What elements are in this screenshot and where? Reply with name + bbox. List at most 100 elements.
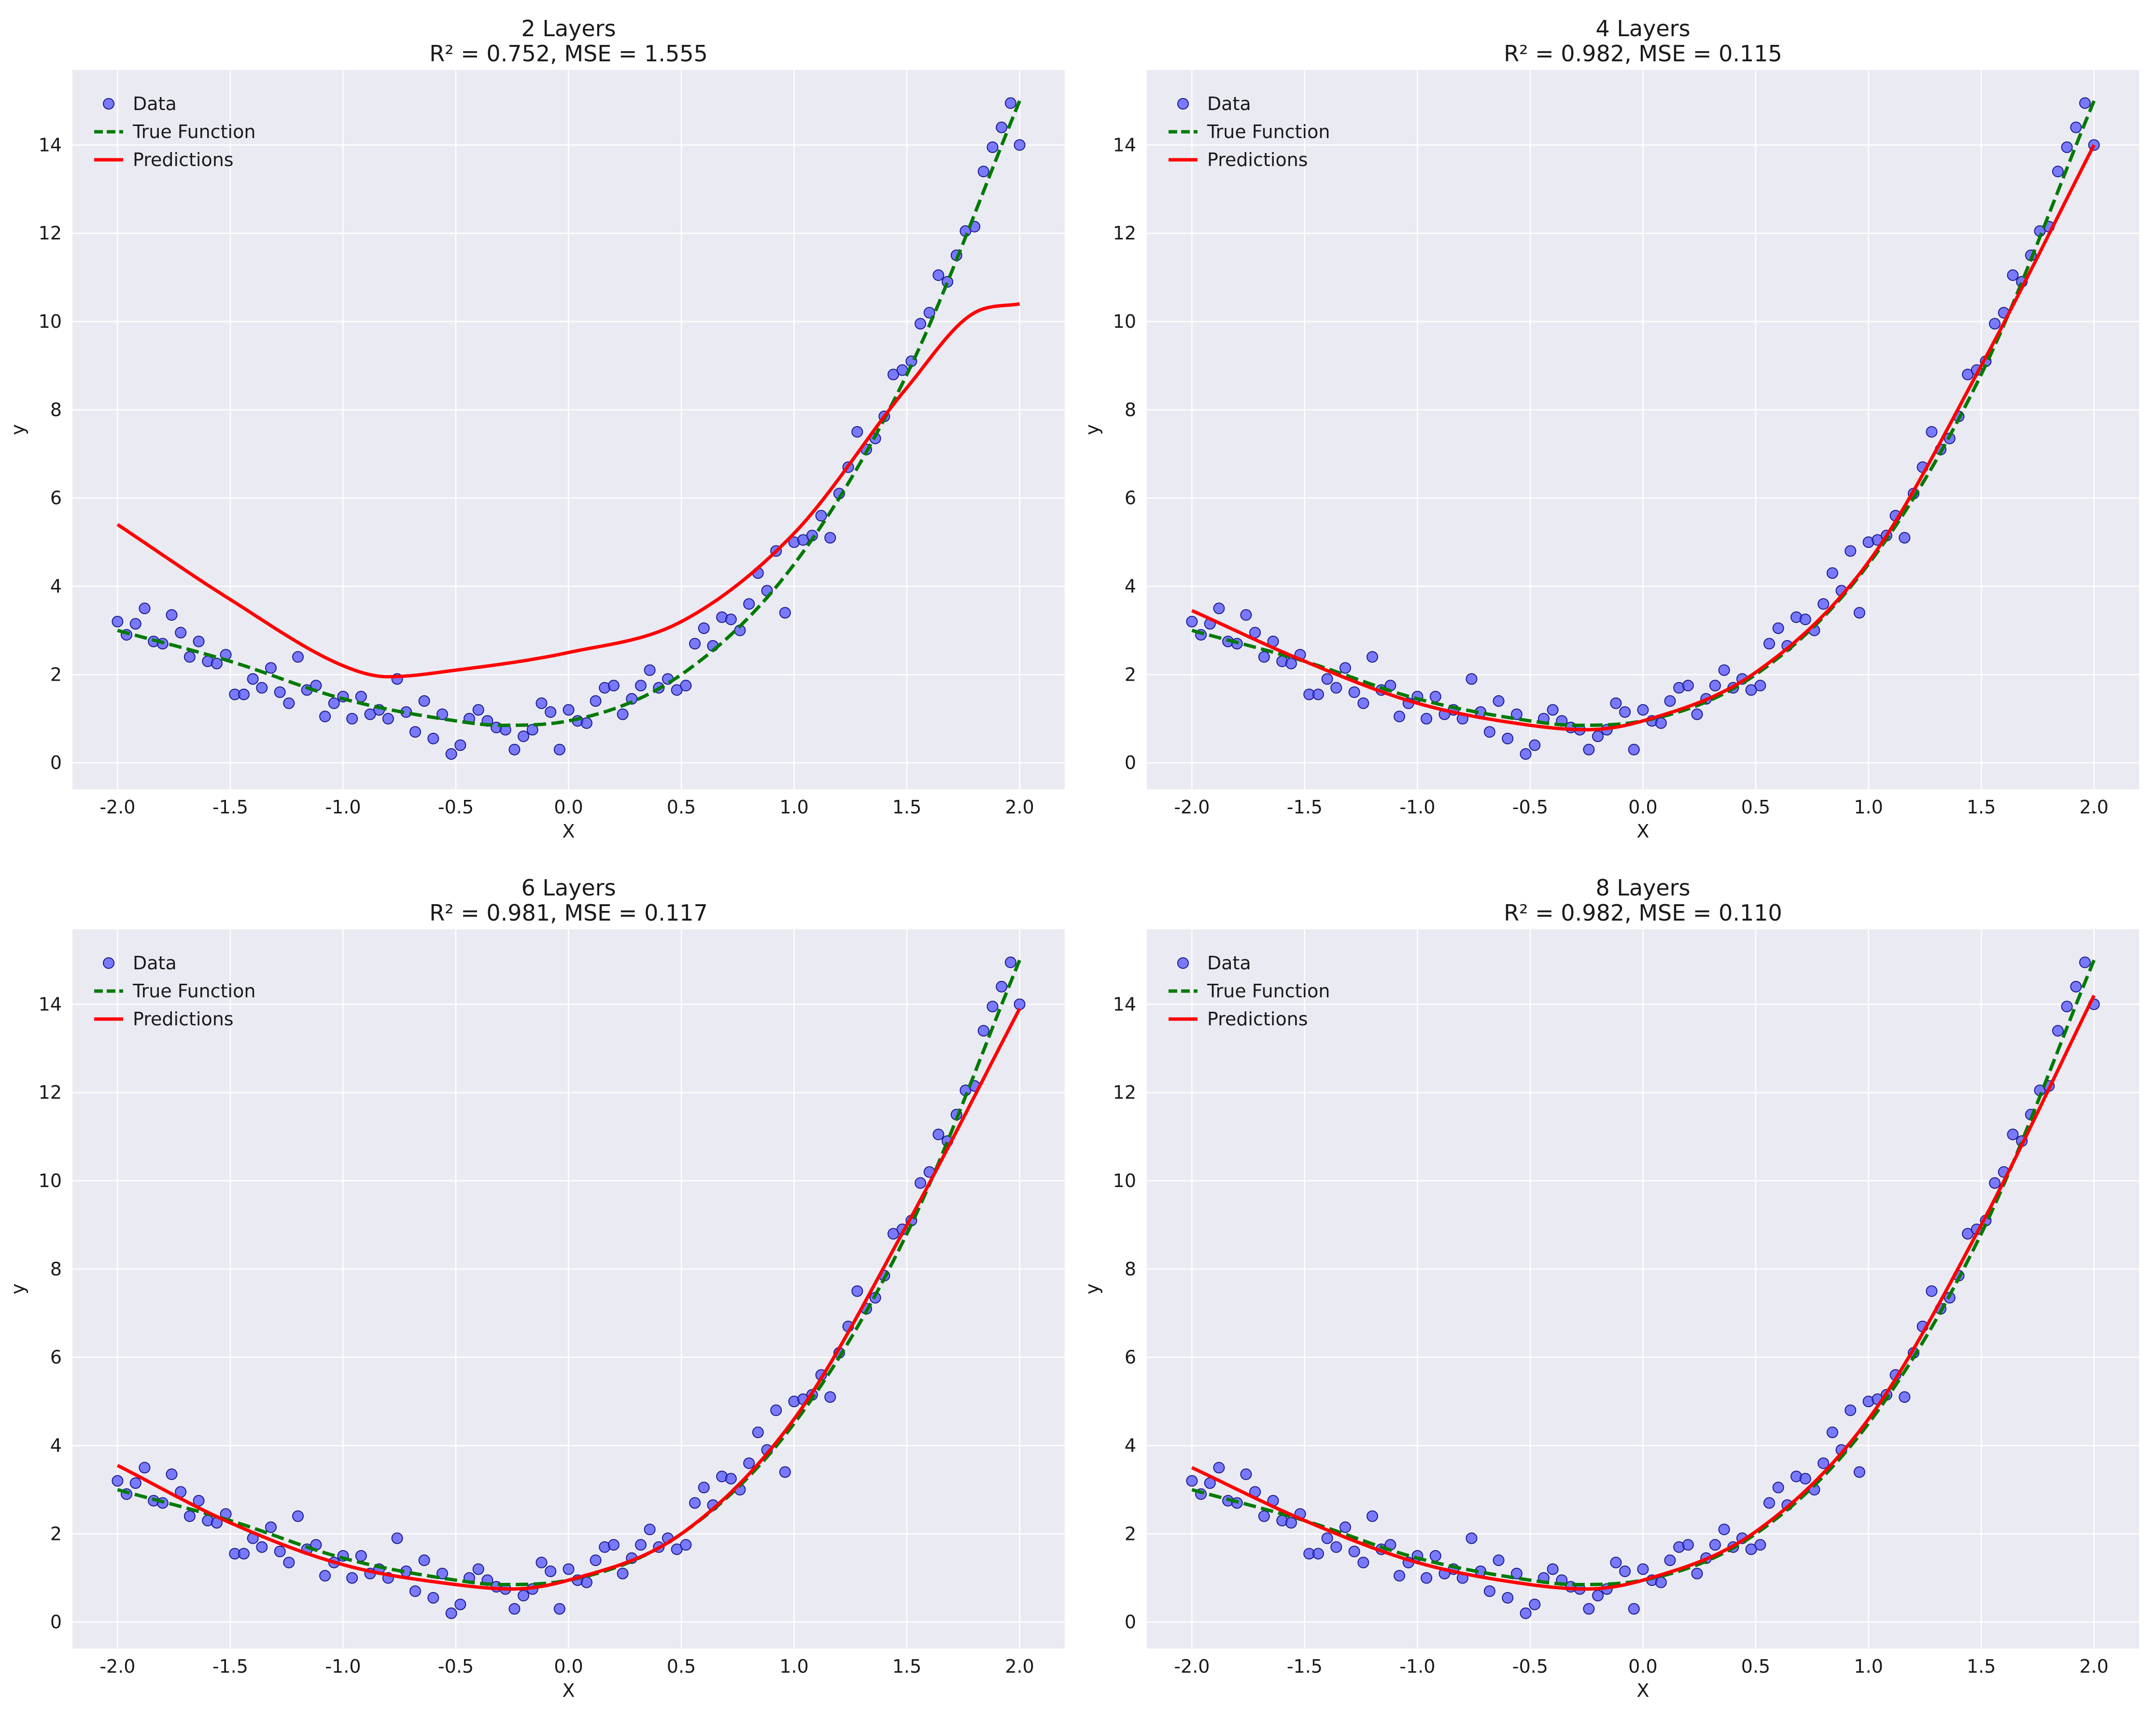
x-tick-label: -1.5 (212, 1656, 248, 1677)
data-point (1763, 638, 1776, 650)
data-point (2007, 1129, 2019, 1141)
data-point (2070, 121, 2082, 133)
chart-subtitle: R² = 0.752, MSE = 1.555 (429, 41, 708, 67)
data-point (1637, 1563, 1649, 1575)
data-point (617, 1567, 629, 1580)
data-point (1691, 708, 1703, 720)
data-point (1321, 673, 1333, 685)
data-point (2079, 956, 2091, 968)
data-point (553, 743, 565, 755)
x-tick-label: -1.5 (1287, 1656, 1323, 1677)
data-point (1213, 1462, 1225, 1474)
data-point (418, 695, 430, 707)
data-point (915, 318, 927, 330)
x-tick-label: -2.0 (1174, 1656, 1210, 1677)
data-point (824, 1391, 836, 1403)
data-point (518, 730, 530, 742)
data-point (779, 1466, 791, 1478)
data-point (1529, 739, 1541, 751)
data-point (725, 1473, 737, 1485)
data-point (986, 1000, 999, 1012)
data-point (445, 1607, 457, 1619)
data-point (1772, 622, 1784, 634)
data-point (238, 1548, 250, 1560)
data-point (1357, 1556, 1369, 1568)
data-point (1339, 1521, 1351, 1533)
data-point (1547, 704, 1559, 716)
legend-label: Data (133, 93, 177, 114)
x-tick-label: -1.5 (1287, 797, 1323, 818)
data-point (1510, 708, 1522, 720)
legend-label: True Function (1207, 121, 1330, 142)
data-point (580, 1576, 592, 1588)
chart-subtitle: R² = 0.982, MSE = 0.110 (1504, 900, 1782, 926)
data-point (1258, 1510, 1270, 1522)
y-tick-label: 2 (50, 1523, 62, 1544)
y-tick-label: 8 (1125, 399, 1136, 420)
x-tick-label: 1.0 (779, 797, 808, 818)
chart-title: 2 Layers (521, 15, 616, 42)
data-point (986, 141, 999, 153)
x-tick-label: 2.0 (1005, 797, 1034, 818)
y-tick-label: 10 (39, 1170, 62, 1191)
data-point (1799, 1473, 1811, 1485)
data-point (328, 697, 340, 709)
data-point (1483, 726, 1495, 738)
true-function-line (1191, 959, 2096, 1586)
y-tick-label: 2 (1125, 1523, 1136, 1544)
legend-label: Data (133, 952, 177, 974)
data-point (129, 1477, 141, 1489)
data-point (770, 1404, 782, 1416)
x-tick-label: 2.0 (2079, 1656, 2108, 1677)
data-point (112, 615, 124, 628)
data-point (472, 1563, 484, 1575)
data-point (1348, 686, 1360, 698)
data-point (977, 1025, 989, 1037)
x-tick-label: -0.5 (438, 1656, 474, 1677)
data-point (1510, 1567, 1522, 1580)
data-point (1637, 704, 1649, 716)
data-point (698, 622, 710, 634)
data-point (256, 1541, 268, 1553)
x-tick-label: 2.0 (1005, 1656, 1034, 1677)
data-point (1610, 697, 1622, 709)
x-tick-label: 0.0 (1628, 1656, 1657, 1677)
data-point (283, 1556, 295, 1568)
data-point (292, 1510, 304, 1522)
plot-content (1186, 956, 2100, 1619)
data-point (1258, 651, 1270, 663)
data-point (644, 664, 656, 676)
y-tick-label: 6 (50, 488, 62, 509)
data-point (346, 1572, 358, 1584)
x-axis-label: X (1636, 1680, 1649, 1701)
data-point (1818, 598, 1830, 610)
data-point (1330, 682, 1342, 694)
data-point (247, 673, 259, 685)
data-point (1772, 1482, 1784, 1494)
data-point (1367, 651, 1379, 663)
data-point (1845, 545, 1857, 557)
data-point (1718, 1524, 1730, 1536)
data-point (553, 1603, 565, 1615)
data-point (283, 697, 295, 709)
legend-data-marker (103, 98, 114, 110)
x-tick-label: 1.0 (779, 1656, 808, 1677)
data-point (472, 704, 484, 716)
data-point (689, 1497, 701, 1509)
data-point (1429, 691, 1441, 703)
data-point (752, 1426, 764, 1439)
data-point (409, 1585, 421, 1597)
data-point (743, 598, 755, 610)
data-point (1664, 695, 1676, 707)
data-point (1285, 657, 1297, 670)
x-tick-label: 1.5 (1967, 1656, 1996, 1677)
data-point (1583, 743, 1595, 755)
x-tick-label: 0.5 (667, 1656, 696, 1677)
data-point (563, 704, 575, 716)
y-axis-label: y (1082, 424, 1103, 435)
data-point (1312, 1548, 1324, 1560)
x-tick-label: 2.0 (2079, 797, 2108, 818)
data-point (590, 695, 602, 707)
x-tick-label: 1.0 (1854, 1656, 1883, 1677)
data-point (1664, 1554, 1676, 1566)
